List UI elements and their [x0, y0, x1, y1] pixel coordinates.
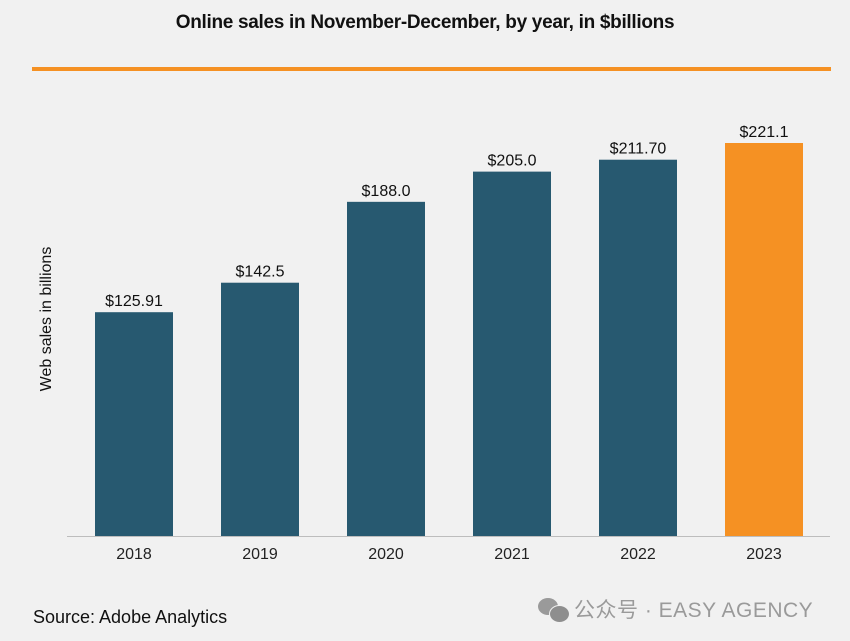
x-tick-label-2019: 2019 — [242, 546, 278, 563]
chart-title: Online sales in November-December, by ye… — [175, 12, 675, 33]
wechat-icon — [538, 596, 570, 623]
data-label-2020: $188.0 — [362, 183, 411, 200]
bar-2018 — [95, 312, 173, 536]
data-label-2019: $142.5 — [236, 264, 285, 281]
bar-2023 — [725, 143, 803, 536]
x-tick-label-2022: 2022 — [620, 546, 656, 563]
source-note: Source: Adobe Analytics — [33, 607, 228, 627]
x-tick-label-2020: 2020 — [368, 546, 404, 563]
bar-2019 — [221, 282, 299, 536]
bar-2020 — [347, 201, 425, 536]
bar-2021 — [473, 171, 551, 536]
x-tick-label-2018: 2018 — [116, 546, 152, 563]
data-label-2018: $125.91 — [105, 293, 163, 310]
title-rule — [32, 67, 831, 71]
watermark: 公众号 · EASY AGENCY — [538, 594, 813, 624]
x-tick-label-2021: 2021 — [494, 546, 530, 563]
bar-2022 — [599, 159, 677, 536]
watermark-text: 公众号 · EASY AGENCY — [574, 599, 814, 622]
data-label-2021: $205.0 — [488, 153, 537, 170]
x-tick-label-2023: 2023 — [746, 546, 782, 563]
data-label-2022: $211.70 — [610, 141, 667, 158]
data-label-2023: $221.1 — [740, 124, 789, 141]
